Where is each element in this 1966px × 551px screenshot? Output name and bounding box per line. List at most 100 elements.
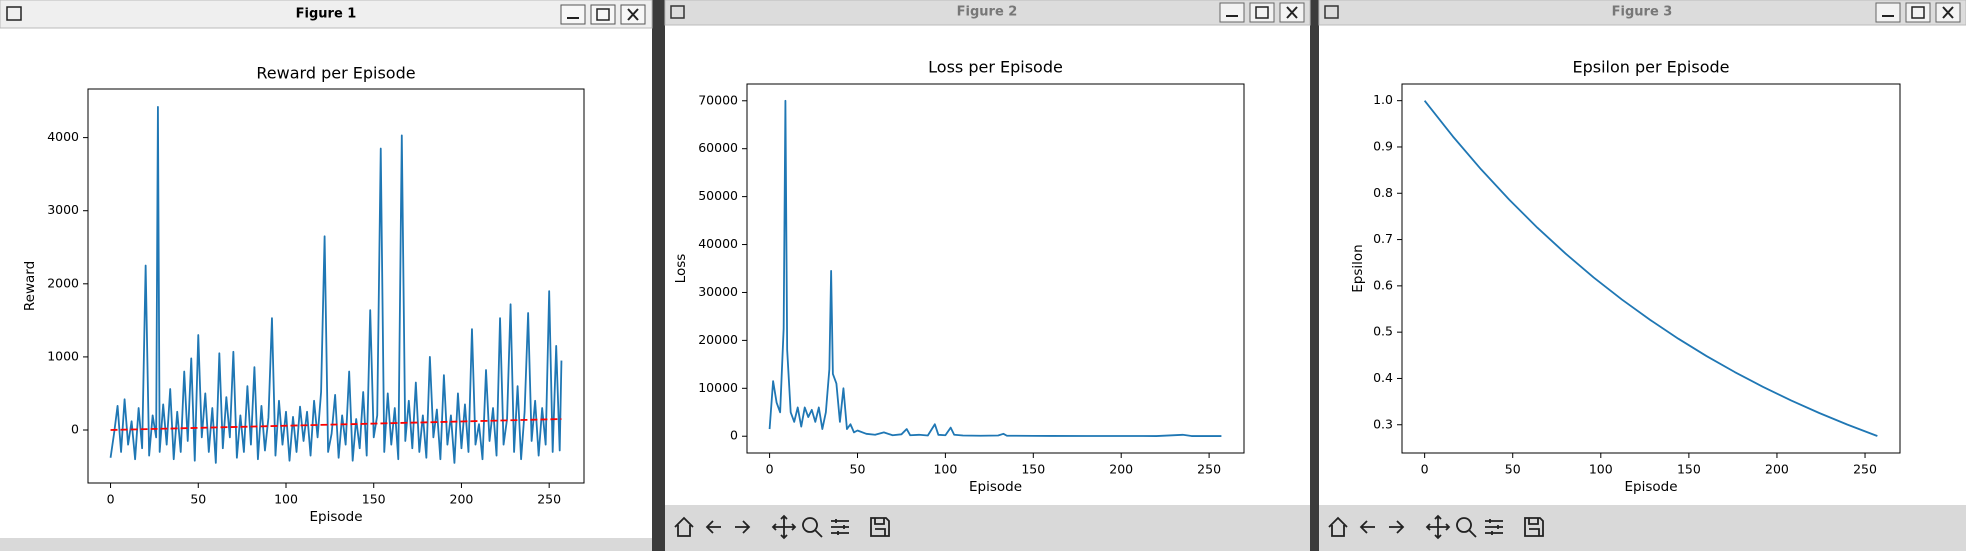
- save-button-icon: [1524, 517, 1544, 537]
- back-button-icon: [705, 520, 721, 534]
- title-bar: [664, 0, 1311, 26]
- y-tick-label: 60000: [698, 140, 738, 155]
- y-tick-label: 20000: [698, 332, 738, 347]
- minimize-button[interactable]: [1875, 2, 1901, 23]
- y-tick-label: 70000: [698, 92, 738, 107]
- home-button-icon: [674, 516, 694, 537]
- y-axis-label: Epsilon: [1350, 244, 1366, 292]
- chart-title: Loss per Episode: [928, 58, 1063, 77]
- y-tick-label: 40000: [698, 236, 738, 251]
- x-tick-label: 100: [274, 492, 298, 507]
- maximize-icon: [596, 8, 610, 21]
- x-tick-label: 50: [1505, 462, 1521, 477]
- y-tick-label: 0.7: [1373, 231, 1393, 246]
- y-tick-label: 30000: [698, 284, 738, 299]
- x-tick-label: 0: [766, 462, 774, 477]
- window-title: Figure 1: [296, 7, 357, 22]
- forward-button-icon: [1389, 520, 1405, 534]
- back-button-icon: [1359, 520, 1375, 534]
- zoom-button-icon: [1456, 517, 1477, 538]
- maximize-button[interactable]: [1905, 2, 1931, 23]
- close-icon: [1942, 6, 1954, 19]
- chart-title: Reward per Episode: [256, 64, 415, 83]
- window-body: [665, 0, 1310, 551]
- chart-title: Epsilon per Episode: [1572, 58, 1729, 77]
- toolbar: [1319, 505, 1966, 551]
- x-tick-label: 150: [1021, 462, 1045, 477]
- y-tick-label: 0: [730, 428, 738, 443]
- forward-button-icon: [735, 520, 751, 534]
- plot-frame: [87, 88, 585, 484]
- title-bar: [0, 0, 653, 29]
- maximize-icon: [1255, 6, 1269, 19]
- window: Figure 3: [1318, 0, 1966, 551]
- y-tick-label: 0.4: [1373, 370, 1393, 385]
- x-tick-label: 150: [362, 492, 386, 507]
- window-body: [1319, 0, 1966, 551]
- toolbar: [0, 538, 652, 551]
- maximize-icon: [1911, 6, 1925, 19]
- window-icon: [6, 6, 22, 21]
- title-bar: [1318, 0, 1966, 26]
- save-button-icon: [870, 517, 890, 537]
- maximize-button[interactable]: [590, 4, 616, 25]
- x-tick-label: 100: [1589, 462, 1613, 477]
- x-tick-label: 50: [850, 462, 866, 477]
- x-tick-label: 200: [1109, 462, 1133, 477]
- y-tick-label: 0.8: [1373, 185, 1393, 200]
- y-tick-label: 50000: [698, 188, 738, 203]
- plot-frame: [1401, 83, 1901, 454]
- series-line: [768, 99, 1222, 437]
- close-icon: [1286, 6, 1298, 19]
- zoom-button-icon: [802, 517, 823, 538]
- x-tick-label: 100: [933, 462, 957, 477]
- y-tick-label: 0.6: [1373, 277, 1393, 292]
- x-tick-label: 200: [450, 492, 474, 507]
- series-line: [110, 418, 562, 431]
- pan-button-icon: [1425, 514, 1451, 540]
- y-axis-label: Reward: [22, 261, 38, 311]
- y-tick-label: 4000: [47, 129, 79, 144]
- window-icon: [1324, 5, 1339, 19]
- x-tick-label: 0: [107, 492, 115, 507]
- pan-button-icon: [771, 514, 797, 540]
- y-tick-label: 0.9: [1373, 138, 1393, 153]
- window-title: Figure 3: [1612, 5, 1673, 20]
- window: Figure 2: [664, 0, 1311, 551]
- x-tick-label: 250: [1197, 462, 1221, 477]
- x-tick-label: 250: [1853, 462, 1877, 477]
- x-axis-label: Episode: [1624, 479, 1677, 495]
- y-tick-label: 1000: [47, 348, 79, 363]
- y-tick-label: 3000: [47, 202, 79, 217]
- window-icon: [670, 5, 685, 19]
- toolbar-buttons: [671, 514, 1547, 540]
- configure-button-icon: [1485, 519, 1503, 535]
- x-tick-label: 50: [190, 492, 206, 507]
- maximize-button[interactable]: [1249, 2, 1275, 23]
- minimize-button[interactable]: [1219, 2, 1245, 23]
- x-axis-label: Episode: [969, 479, 1022, 495]
- plot-frame: [746, 83, 1245, 454]
- y-tick-label: 0.5: [1373, 324, 1393, 339]
- series-line: [109, 106, 563, 464]
- x-tick-label: 250: [537, 492, 561, 507]
- minimize-button[interactable]: [560, 4, 586, 25]
- x-tick-label: 0: [1421, 462, 1429, 477]
- x-axis-label: Episode: [309, 509, 362, 525]
- window-title: Figure 2: [957, 5, 1018, 20]
- y-tick-label: 0: [71, 422, 79, 437]
- configure-button-icon: [831, 519, 849, 535]
- toolbar: [665, 505, 1310, 551]
- y-tick-label: 0.3: [1373, 416, 1393, 431]
- close-icon: [627, 8, 639, 21]
- x-tick-label: 200: [1765, 462, 1789, 477]
- y-tick-label: 1.0: [1373, 92, 1393, 107]
- y-tick-label: 2000: [47, 275, 79, 290]
- y-tick-label: 10000: [698, 380, 738, 395]
- x-tick-label: 150: [1677, 462, 1701, 477]
- home-button-icon: [1328, 516, 1348, 537]
- window: Figure 1: [0, 0, 653, 551]
- y-axis-label: Loss: [673, 254, 689, 284]
